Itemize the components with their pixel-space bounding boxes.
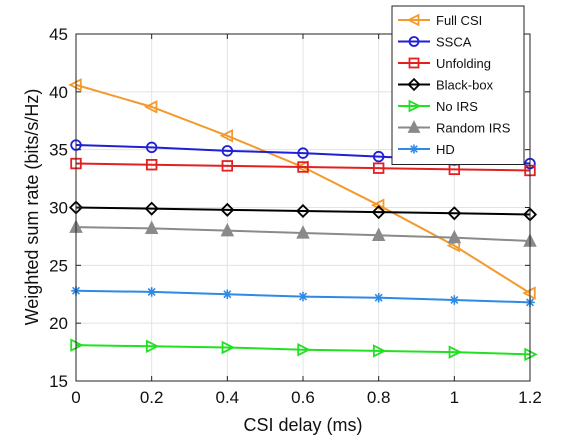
data-point-marker [406, 13, 420, 27]
data-point-marker [222, 289, 233, 300]
x-tick-label: 1 [450, 388, 459, 407]
x-tick-label: 0.6 [291, 388, 315, 407]
data-point-marker [145, 141, 158, 154]
data-point-marker [146, 287, 157, 297]
y-tick-label: 15 [49, 372, 68, 391]
data-point-marker [447, 229, 462, 244]
legend-item: Unfolding [398, 56, 491, 71]
series-line [75, 206, 531, 216]
data-point-marker [221, 160, 234, 172]
legend-label: Full CSI [436, 13, 482, 28]
series-no-irs [70, 338, 538, 362]
data-point-marker [371, 205, 386, 220]
axis-ticks: 0 0.2 0.4 0.6 0.8 1 1.2 15 20 25 30 35 40 45 [49, 25, 542, 407]
data-point-marker [447, 206, 462, 221]
data-point-marker [295, 203, 311, 219]
data-point-marker [407, 77, 421, 92]
legend-label: SSCA [436, 35, 472, 50]
series-line [75, 344, 531, 356]
data-point-marker [449, 295, 460, 305]
data-point-marker [145, 159, 158, 171]
y-tick-label: 20 [49, 314, 68, 333]
x-tick-label: 0 [71, 388, 80, 407]
data-point-marker [219, 129, 234, 143]
data-point-marker [220, 202, 235, 217]
data-point-marker [408, 57, 420, 69]
data-point-marker [297, 147, 309, 159]
y-tick-label: 40 [49, 83, 68, 102]
data-point-marker [296, 225, 310, 239]
series-line [75, 162, 531, 172]
data-point-marker [373, 292, 384, 303]
data-point-marker [298, 291, 308, 302]
data-point-marker [371, 227, 386, 241]
data-point-marker [372, 150, 385, 163]
legend-label: HD [436, 142, 455, 157]
y-axis-label: Weighted sum rate (bits/s/Hz) [22, 89, 42, 326]
legend-label: Random IRS [436, 121, 511, 136]
legend: Full CSI SSCA Unfolding Black-box No IRS Rand… [391, 5, 525, 165]
data-point-marker [221, 340, 236, 355]
legend-item: Full CSI [398, 13, 482, 28]
y-tick-label: 45 [49, 25, 68, 44]
data-point-marker [448, 345, 463, 359]
data-point-marker [221, 145, 234, 157]
data-point-marker [297, 161, 309, 173]
legend-item: SSCA [398, 35, 472, 50]
legend-item: HD [398, 142, 455, 157]
y-tick-label: 30 [49, 199, 68, 218]
series-unfolding [70, 157, 536, 177]
data-point-marker [408, 99, 422, 113]
data-point-marker [220, 222, 235, 237]
data-point-marker [372, 344, 387, 358]
y-tick-label: 35 [49, 141, 68, 160]
legend-label: Unfolding [436, 56, 491, 71]
legend-item: Black-box [398, 78, 494, 93]
legend-item: No IRS [398, 99, 478, 114]
x-tick-label: 1.2 [518, 388, 542, 407]
legend-item: Random IRS [398, 120, 511, 136]
data-point-marker [143, 100, 158, 114]
data-point-marker [145, 339, 160, 354]
data-point-marker [144, 220, 159, 235]
series-layer [68, 78, 538, 362]
y-tick-label: 25 [49, 256, 68, 275]
data-point-marker [408, 36, 420, 47]
legend-label: Black-box [436, 78, 494, 93]
data-point-marker [409, 144, 419, 154]
legend-label: No IRS [436, 99, 478, 114]
data-point-marker [144, 201, 159, 216]
x-axis-label: CSI delay (ms) [243, 415, 362, 435]
series-black-box [68, 200, 538, 222]
data-point-marker [372, 162, 385, 174]
x-tick-label: 0.4 [216, 388, 240, 407]
x-tick-label: 0.2 [140, 388, 164, 407]
data-point-marker [407, 120, 421, 133]
x-tick-label: 0.8 [367, 388, 391, 407]
data-point-marker [297, 343, 311, 357]
